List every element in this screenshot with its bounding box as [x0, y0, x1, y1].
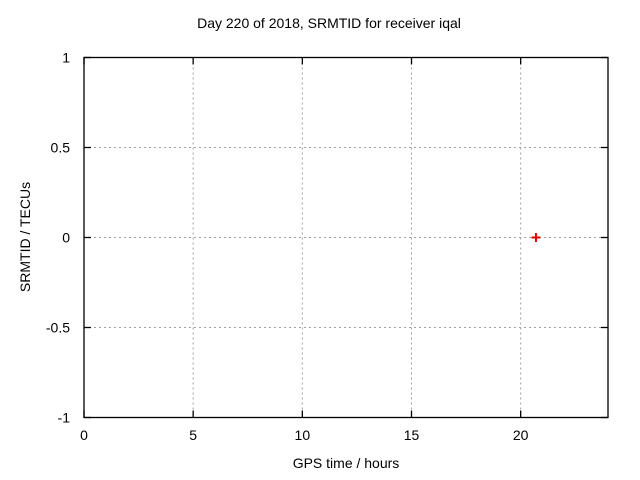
y-tick-label: 0.5 [51, 140, 71, 156]
y-axis-label: SRMTID / TECUs [17, 182, 33, 292]
tick-layer [83, 56, 608, 419]
y-tick-label: -0.5 [46, 320, 70, 336]
x-axis-label: GPS time / hours [293, 455, 400, 471]
x-tick-label: 10 [295, 427, 311, 443]
x-tick-label: 5 [189, 427, 197, 443]
x-tick-label: 0 [80, 427, 88, 443]
chart-title: Day 220 of 2018, SRMTID for receiver iqa… [197, 15, 461, 31]
x-tick-label: 20 [513, 427, 529, 443]
y-tick-label: 0 [62, 230, 70, 246]
tick-label-layer: 0 5 10 15 20 -1 -0.5 0 0.5 1 [46, 50, 529, 444]
series-layer [531, 233, 541, 242]
x-tick-label: 15 [404, 427, 420, 443]
y-tick-label: 1 [62, 50, 70, 66]
grid-layer [83, 57, 608, 418]
y-tick-label: -1 [58, 410, 71, 426]
